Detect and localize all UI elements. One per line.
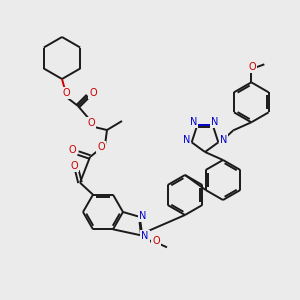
Text: O: O (62, 88, 70, 98)
Text: O: O (97, 142, 105, 152)
Text: N: N (211, 117, 218, 127)
Text: N: N (190, 117, 197, 127)
Text: N: N (141, 231, 149, 241)
Text: O: O (248, 62, 256, 72)
Text: N: N (139, 211, 147, 221)
Text: O: O (152, 236, 160, 246)
Text: N: N (183, 135, 190, 145)
Text: N: N (220, 135, 227, 145)
Text: O: O (68, 145, 76, 155)
Text: O: O (89, 88, 97, 98)
Text: O: O (70, 161, 78, 171)
Text: O: O (87, 118, 95, 128)
